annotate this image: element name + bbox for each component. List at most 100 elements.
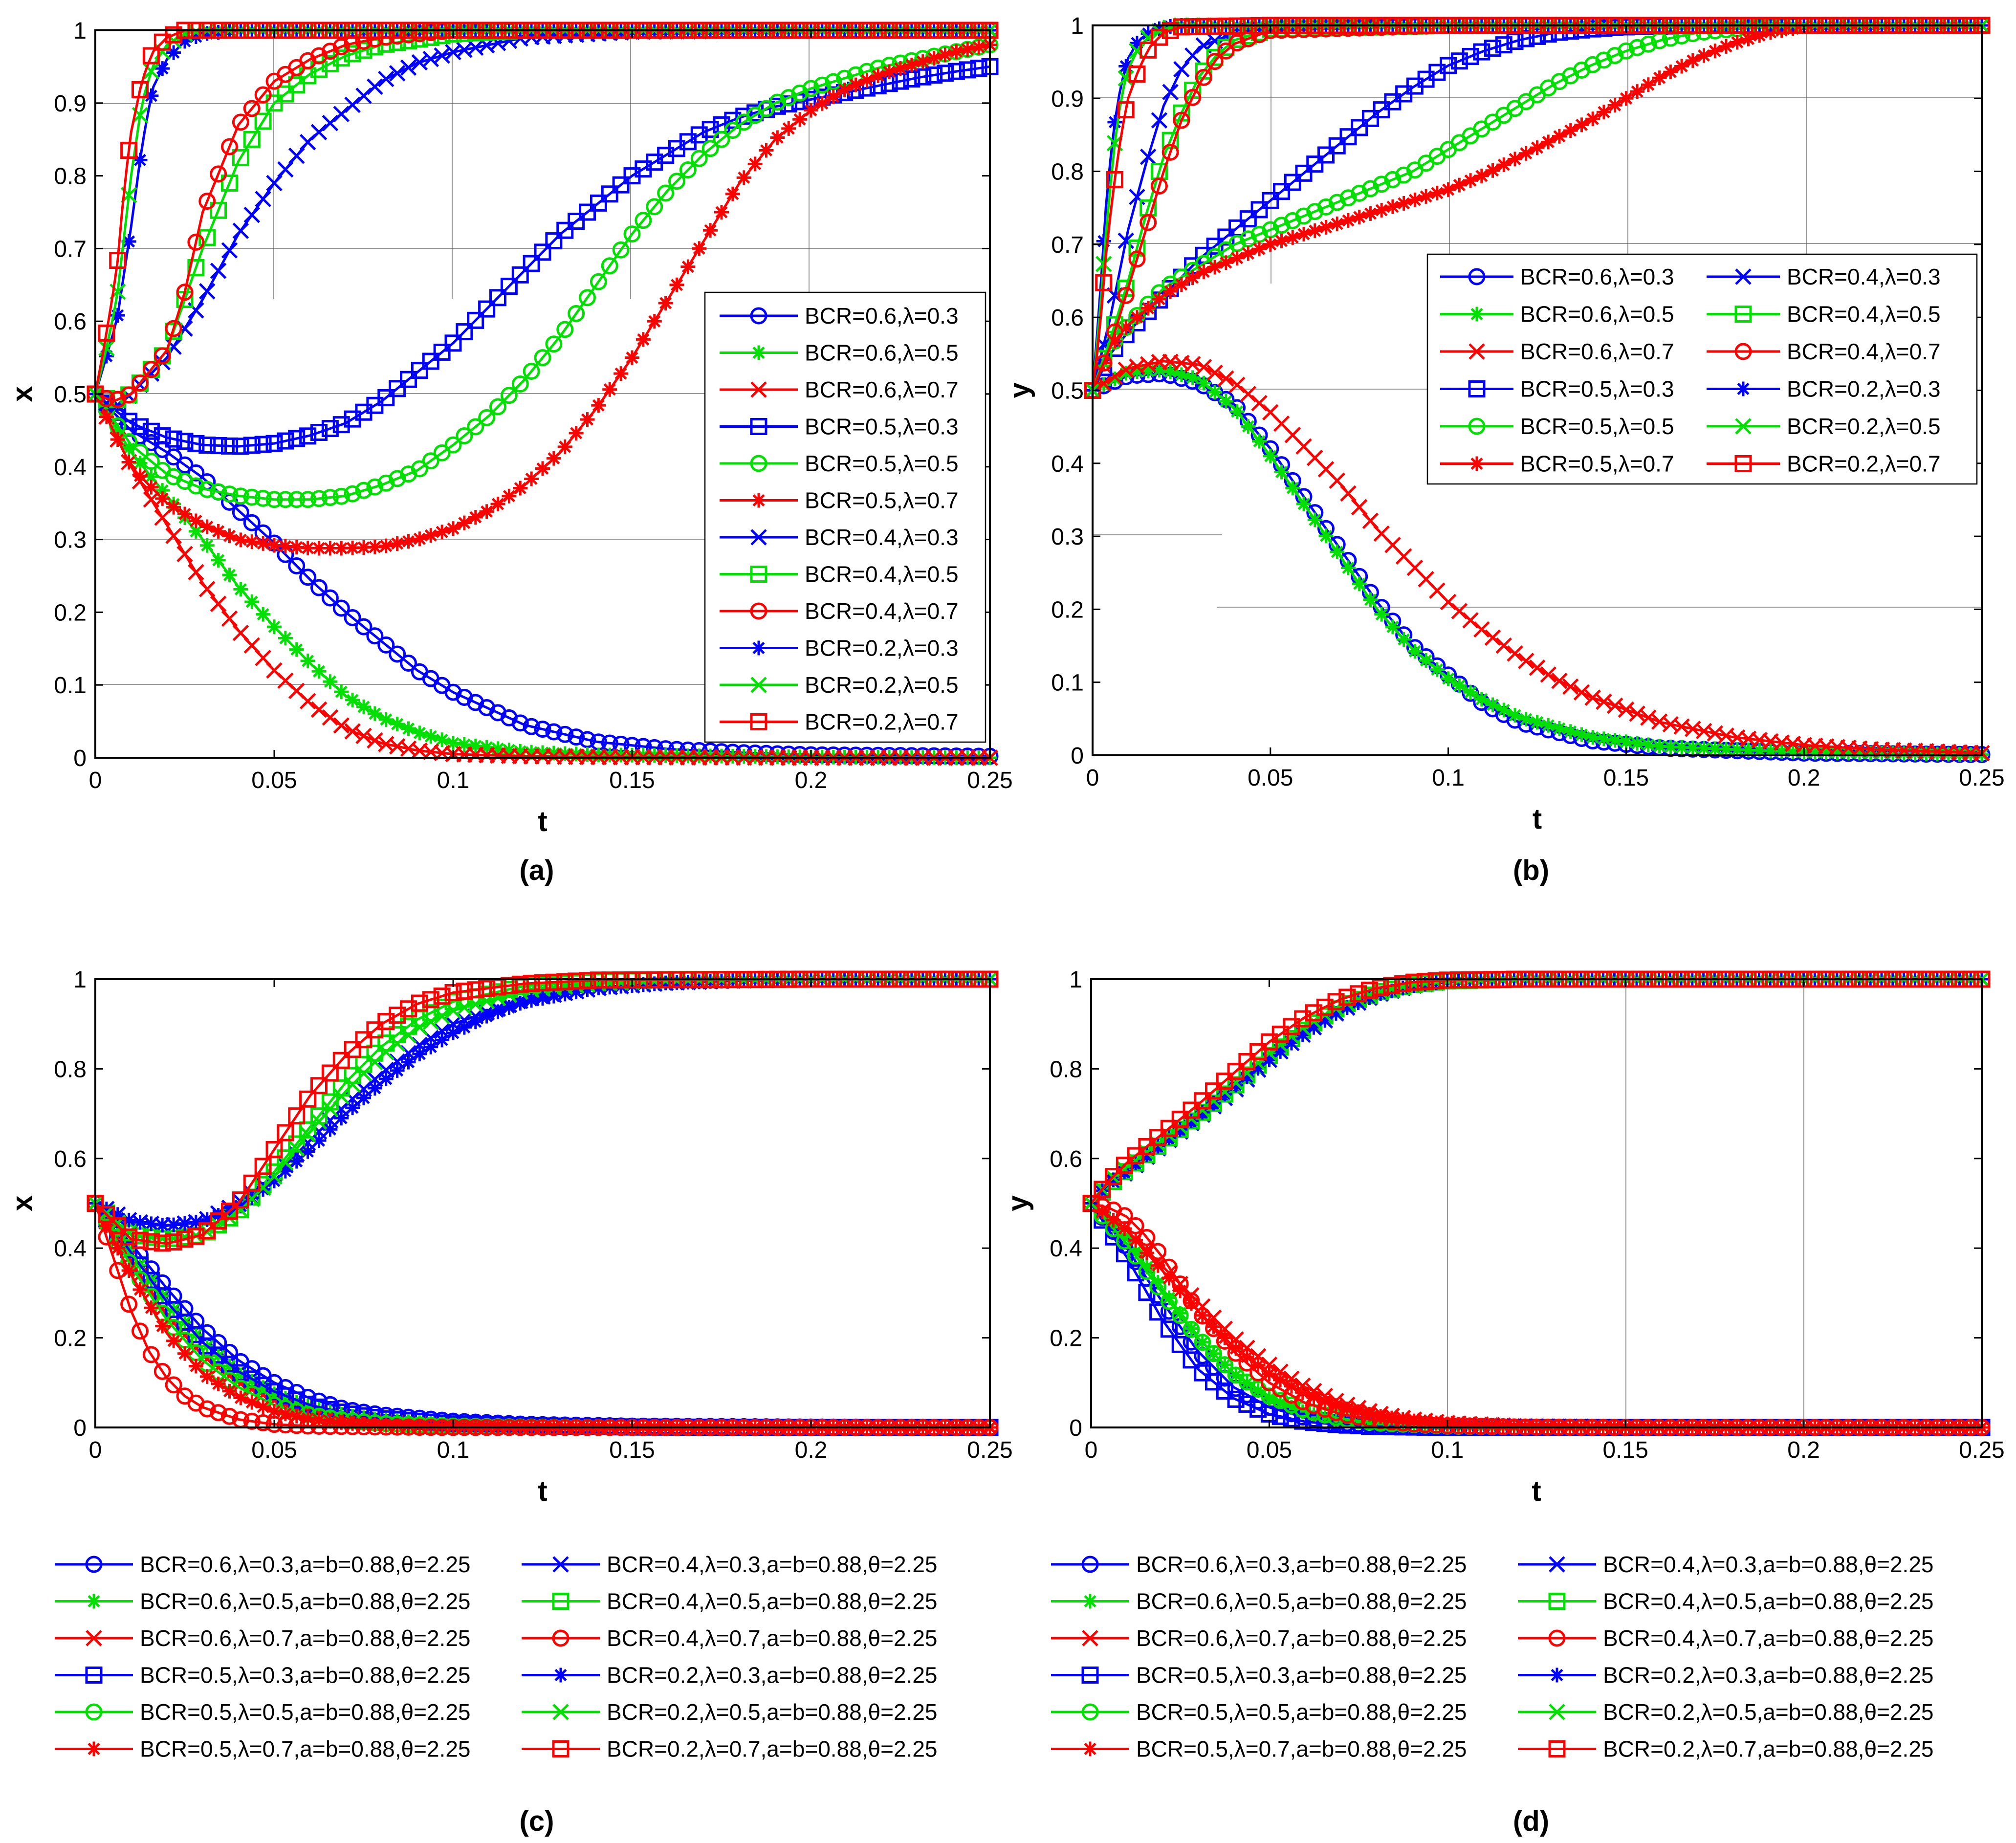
series-marker: [267, 1173, 282, 1188]
series-marker: [1450, 1417, 1468, 1435]
x-tick-label: 0.25: [1959, 765, 2004, 791]
series-marker: [468, 1014, 483, 1030]
series-marker: [323, 674, 338, 689]
series-marker: [1183, 1351, 1200, 1369]
series-marker: [1552, 129, 1567, 144]
series-marker: [321, 589, 339, 607]
panel-a: 0 0.05 0.1 0.15 0.2 0.25 0 0.1 0.2 0.3 0.4 0.5 0.6 0.…: [6, 18, 1013, 837]
series-marker: [1317, 198, 1335, 216]
series-marker: [210, 263, 227, 279]
series-marker: [1383, 1413, 1401, 1431]
series-marker: [299, 427, 317, 445]
series-marker: [1619, 734, 1634, 749]
legend-entry: BCR=0.6,λ=0.5: [720, 340, 959, 366]
series-marker: [692, 241, 707, 256]
series-marker: [1919, 746, 1934, 762]
series-marker: [1139, 214, 1157, 231]
series-marker: [1362, 1406, 1377, 1422]
series-marker: [243, 131, 261, 148]
series-marker: [1251, 395, 1268, 412]
series-marker: [535, 745, 550, 760]
series-marker: [265, 435, 283, 452]
series-marker: [625, 350, 639, 365]
series-marker: [1206, 53, 1224, 70]
y-tick-label: 0.8: [54, 1056, 87, 1082]
series-marker: [132, 1282, 148, 1297]
x-axis-label: t: [538, 1475, 547, 1507]
series-marker: [1374, 202, 1389, 218]
series-marker: [446, 736, 460, 751]
y-tick-label: 0: [1069, 1415, 1082, 1441]
series-marker: [802, 80, 820, 97]
series-marker: [635, 977, 651, 992]
series-marker: [153, 1234, 171, 1252]
legend-entry: BCR=0.2,λ=0.7: [1707, 451, 1941, 477]
series-marker: [1328, 194, 1346, 211]
series-marker: [1361, 180, 1379, 197]
series-marker: [1262, 1391, 1277, 1406]
y-tick-label: 0.6: [54, 309, 87, 335]
series-marker: [1183, 1114, 1199, 1128]
y-tick-label: 0.2: [54, 600, 87, 626]
series-marker: [221, 485, 238, 503]
series-marker: [1195, 68, 1212, 86]
legend-label: BCR=0.4,λ=0.7: [1787, 339, 1941, 364]
series-marker: [1151, 112, 1168, 129]
series-marker: [166, 1217, 181, 1232]
series-marker: [713, 131, 730, 148]
series-marker: [601, 257, 618, 275]
series-marker: [435, 1032, 450, 1048]
series-marker: [490, 1004, 505, 1019]
legend-marker: [750, 529, 767, 546]
series-marker: [243, 1412, 261, 1430]
series-marker: [1183, 1292, 1200, 1310]
series-line: [94, 978, 990, 1227]
series-marker: [623, 225, 641, 243]
series-marker: [1152, 291, 1167, 307]
series-marker: [1484, 40, 1502, 57]
series-marker: [1139, 41, 1157, 59]
legend-entry: BCR=0.6,λ=0.3,a=b=0.88,θ=2.25: [1051, 1552, 1467, 1577]
series-marker: [590, 194, 607, 212]
series-marker: [1116, 1157, 1133, 1174]
series-marker: [1384, 171, 1402, 188]
series-marker: [478, 980, 496, 997]
series-marker: [1239, 210, 1257, 228]
series-marker: [199, 538, 215, 553]
series-marker: [155, 491, 170, 506]
legend-marker: [750, 713, 767, 730]
series-marker: [1185, 370, 1200, 385]
series-marker: [647, 314, 662, 329]
legend-marker: [1468, 343, 1485, 360]
series-marker: [1941, 746, 1956, 762]
y-tick-label: 0.8: [54, 164, 87, 190]
legend-label: BCR=0.6,λ=0.7: [805, 377, 959, 402]
series-marker: [1585, 730, 1600, 745]
series-marker: [1216, 1356, 1233, 1374]
series-marker: [322, 709, 339, 726]
legend-marker: [552, 1629, 570, 1647]
y-tick-label: 0.3: [54, 527, 87, 553]
series-marker: [98, 324, 115, 342]
series-marker: [109, 1262, 127, 1279]
series-marker: [1427, 972, 1445, 989]
caption-b: (b): [1513, 855, 1549, 886]
legend-label: BCR=0.4,λ=0.3: [805, 525, 959, 550]
series-marker: [1316, 1400, 1334, 1418]
series-marker: [110, 423, 125, 438]
series-marker: [1205, 1345, 1223, 1362]
series-marker: [1196, 375, 1211, 391]
series-marker: [433, 987, 451, 1005]
series-marker: [99, 1218, 114, 1233]
legend-marker: [751, 345, 766, 360]
series-marker: [568, 972, 585, 990]
series-marker: [1217, 1086, 1232, 1101]
panel-c: 0 0.05 0.1 0.15 0.2 0.25 0 0.2 0.4 0.6 0.8 1 t x BCR=0…: [6, 967, 1013, 1762]
series-marker: [557, 987, 572, 1002]
caption-a: (a): [520, 855, 554, 886]
legend-entry: BCR=0.5,λ=0.5: [1440, 414, 1674, 439]
series-marker: [1140, 26, 1156, 41]
series-marker: [1116, 1207, 1133, 1225]
series-marker: [155, 61, 170, 76]
legend-label: BCR=0.6,λ=0.3: [805, 303, 959, 329]
